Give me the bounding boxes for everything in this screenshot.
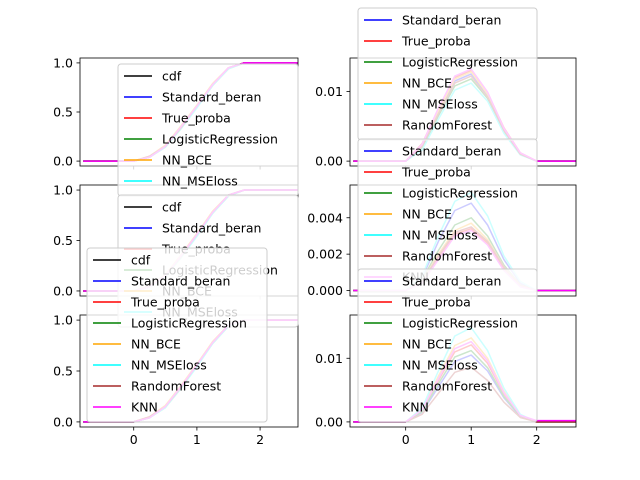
legend-label: NN_MSEloss xyxy=(402,97,478,112)
y-tick-label: 0.5 xyxy=(53,105,73,120)
y-tick-label: 0.01 xyxy=(315,351,343,366)
legend-label: True_proba xyxy=(401,34,471,49)
legend-label: LogisticRegression xyxy=(402,55,518,70)
legend-label: True_proba xyxy=(401,165,471,180)
y-tick-label: 1.0 xyxy=(53,313,73,328)
legend-label: RandomForest xyxy=(402,118,492,133)
legend-label: NN_BCE xyxy=(162,153,212,168)
legend-label: LogisticRegression xyxy=(131,316,247,331)
x-tick-label: 0 xyxy=(130,432,138,447)
legend-label: RandomForest xyxy=(402,249,492,264)
y-tick-label: 0.5 xyxy=(53,233,73,248)
legend-label: True_proba xyxy=(130,295,200,310)
legend-label: NN_BCE xyxy=(131,337,181,352)
y-tick-label: 0.004 xyxy=(307,210,343,225)
y-tick-label: 0.00 xyxy=(315,154,343,169)
legend-label: cdf xyxy=(162,69,182,84)
legend-label: LogisticRegression xyxy=(402,316,518,331)
x-tick-label: 1 xyxy=(467,432,475,447)
legend-label: Standard_beran xyxy=(402,13,501,28)
legend-label: KNN xyxy=(402,400,429,415)
legend-top-right: Standard_beran True_proba LogisticRegressi… xyxy=(357,7,538,141)
legend-label: Standard_beran xyxy=(162,90,261,105)
y-tick-label: 1.0 xyxy=(53,183,73,198)
y-tick-label: 0.0 xyxy=(53,154,73,169)
legend-label: Standard_beran xyxy=(131,274,230,289)
legend-label: cdf xyxy=(131,253,151,268)
legend-label: NN_MSEloss xyxy=(162,174,238,189)
y-tick-label: 1.0 xyxy=(53,55,73,70)
legend-label: Standard_beran xyxy=(162,221,261,236)
legend-label: NN_BCE xyxy=(402,337,452,352)
legend-label: RandomForest xyxy=(402,379,492,394)
legend-label: cdf xyxy=(162,200,182,215)
y-tick-label: 0.000 xyxy=(307,283,343,298)
legend-bottom-left: cdf Standard_beran True_proba LogisticRegre… xyxy=(86,247,268,423)
legend-label: Standard_beran xyxy=(402,274,501,289)
legend-label: NN_BCE xyxy=(402,207,452,222)
y-tick-label: 0.0 xyxy=(53,283,73,298)
legend-top-left: cdf Standard_beran True_proba LogisticRegre… xyxy=(117,63,299,197)
legend-label: True_proba xyxy=(401,295,471,310)
y-tick-label: 0.5 xyxy=(53,364,73,379)
legend-label: NN_MSEloss xyxy=(131,358,207,373)
legend-label: RandomForest xyxy=(131,379,221,394)
legend-label: LogisticRegression xyxy=(162,132,278,147)
y-tick-label: 0.0 xyxy=(53,414,73,429)
legend-label: True_proba xyxy=(161,111,231,126)
legend-label: NN_MSEloss xyxy=(402,358,478,373)
legend-label: NN_MSEloss xyxy=(402,228,478,243)
y-tick-label: 0.00 xyxy=(315,414,343,429)
x-tick-label: 2 xyxy=(256,432,264,447)
y-tick-label: 0.002 xyxy=(307,247,343,262)
x-tick-label: 0 xyxy=(402,432,410,447)
legend-label: KNN xyxy=(131,400,158,415)
legend-box xyxy=(86,247,268,423)
legend-label: LogisticRegression xyxy=(402,186,518,201)
x-tick-label: 2 xyxy=(533,432,541,447)
legend-box xyxy=(357,268,538,423)
legend-bottom-right: Standard_beran True_proba LogisticRegressi… xyxy=(357,268,538,423)
x-tick-label: 1 xyxy=(193,432,201,447)
legend-label: Standard_beran xyxy=(402,144,501,159)
y-tick-label: 0.01 xyxy=(315,84,343,99)
legend-label: NN_BCE xyxy=(402,76,452,91)
legend-middle-right: Standard_beran True_proba LogisticRegressi… xyxy=(357,138,538,293)
